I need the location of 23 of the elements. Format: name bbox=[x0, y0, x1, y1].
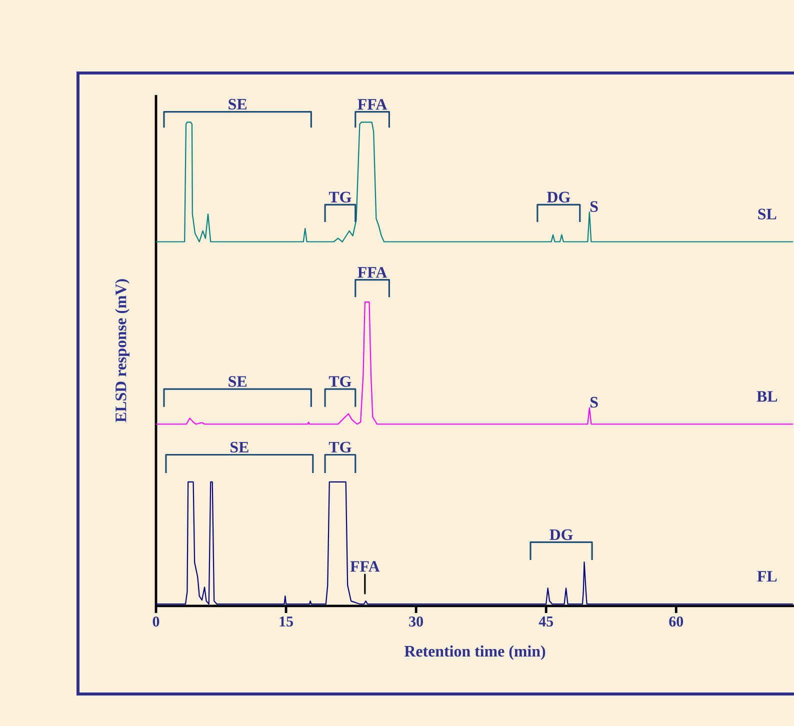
x-tick-label: 45 bbox=[538, 616, 554, 626]
series-label: SE bbox=[228, 98, 247, 110]
annotation: S bbox=[590, 201, 598, 212]
series-label: TG bbox=[328, 376, 352, 387]
series-label: FFA bbox=[350, 561, 380, 572]
series-label: FFA bbox=[358, 99, 388, 110]
series-label: DG bbox=[546, 192, 570, 202]
x-tick-label: 30 bbox=[409, 616, 423, 627]
annotation: S bbox=[590, 396, 598, 408]
series-label: SL bbox=[758, 208, 776, 220]
series-label: TG bbox=[328, 442, 352, 453]
y-axis-title: ELSD response (mV) bbox=[115, 279, 130, 422]
x-tick-label: 60 bbox=[669, 616, 684, 627]
series-label: FFA bbox=[358, 267, 388, 278]
series-label: TG bbox=[328, 192, 352, 202]
series-label: FL bbox=[757, 571, 777, 582]
series-label: BL bbox=[756, 391, 778, 402]
series-label: SE bbox=[228, 376, 247, 387]
x-tick-label: 15 bbox=[280, 616, 293, 627]
series-label: SE bbox=[230, 442, 248, 453]
x-axis-title: Retention time (min) bbox=[404, 645, 546, 660]
series-label: DG bbox=[550, 529, 573, 540]
x-tick-label: 0 bbox=[152, 616, 160, 627]
